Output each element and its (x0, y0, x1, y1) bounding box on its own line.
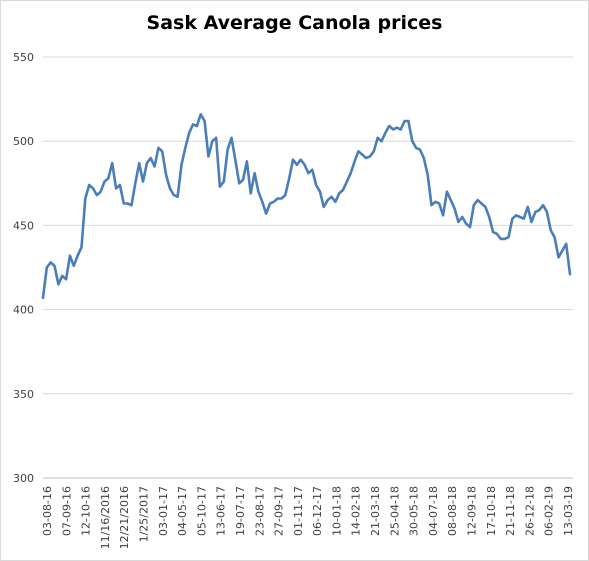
x-tick-label: 1/25/2017 (137, 486, 150, 542)
y-tick-label: 450 (13, 219, 34, 232)
x-tick-label: 11/16/2016 (99, 486, 112, 549)
x-tick-label: 19-07-17 (234, 486, 247, 536)
y-tick-label: 400 (13, 304, 34, 317)
x-tick-label: 27-09-17 (273, 486, 286, 536)
y-tick-label: 350 (13, 388, 34, 401)
x-tick-label: 12-10-16 (80, 486, 93, 536)
x-tick-label: 14-02-18 (350, 486, 363, 536)
x-tick-label: 03-08-16 (41, 486, 54, 536)
x-tick-label: 07-09-16 (60, 486, 73, 536)
x-tick-label: 23-08-17 (253, 486, 266, 536)
x-tick-label: 30-05-18 (408, 486, 421, 536)
x-tick-label: 04-07-18 (427, 486, 440, 536)
x-tick-label: 12/21/2016 (118, 486, 131, 549)
x-tick-label: 04-05-17 (176, 486, 189, 536)
chart-title: Sask Average Canola prices (146, 12, 443, 34)
y-tick-label: 500 (13, 135, 34, 148)
x-tick-label: 05-10-17 (195, 486, 208, 536)
x-tick-label: 12-09-18 (466, 486, 479, 536)
x-tick-label: 21-03-18 (369, 486, 382, 536)
x-tick-label: 26-12-18 (523, 486, 536, 536)
x-tick-label: 03-01-17 (157, 486, 170, 536)
y-tick-label: 300 (13, 472, 34, 485)
y-tick-label: 550 (13, 51, 34, 64)
x-tick-label: 06-02-19 (543, 486, 556, 536)
x-tick-label: 13-06-17 (215, 486, 228, 536)
x-tick-label: 13-03-19 (562, 486, 575, 536)
x-tick-label: 08-08-18 (446, 486, 459, 536)
x-tick-label: 01-11-17 (292, 486, 305, 536)
x-tick-label: 10-01-18 (330, 486, 343, 536)
x-tick-label: 17-10-18 (485, 486, 498, 536)
x-tick-label: 21-11-18 (504, 486, 517, 536)
series-line (41, 113, 572, 300)
x-tick-label: 25-04-18 (388, 486, 401, 536)
x-tick-label: 06-12-17 (311, 486, 324, 536)
